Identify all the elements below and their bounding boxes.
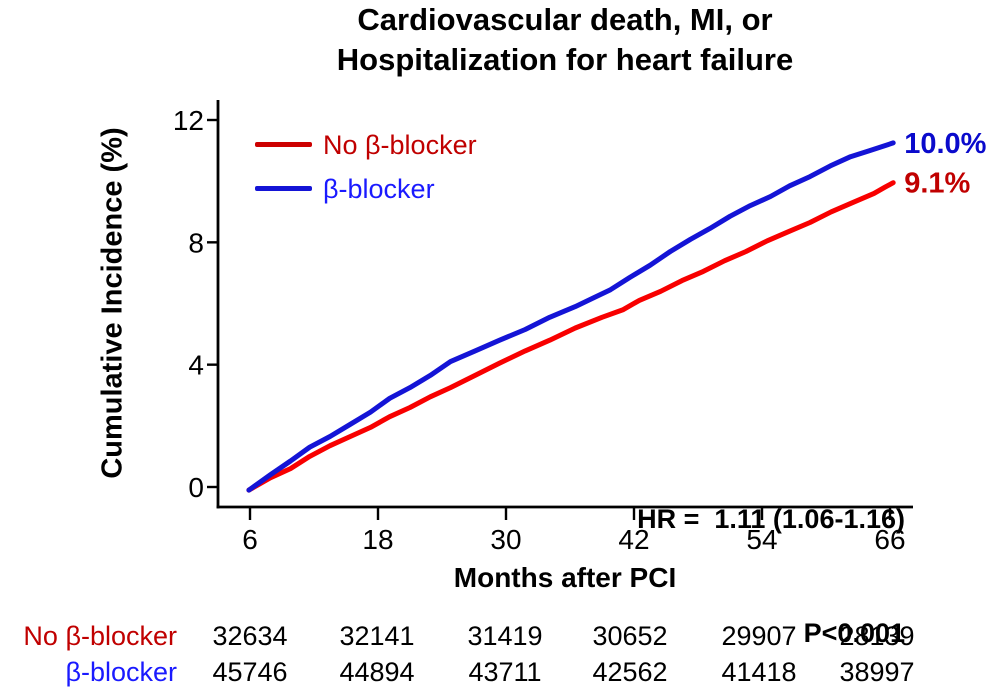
risk-value: 43711 (468, 657, 541, 687)
legend-label-beta-blocker: β-blocker (323, 174, 435, 204)
end-label-beta-blocker: 10.0% (904, 128, 986, 160)
legend-swatch-beta-blocker (255, 186, 312, 191)
y-tick-label: 4 (188, 350, 204, 381)
risk-value: 32634 (212, 621, 287, 651)
y-tick-label: 8 (188, 227, 204, 258)
risk-value: 31419 (467, 621, 542, 651)
chart-title: Cardiovascular death, MI, or Hospitaliza… (115, 0, 992, 80)
chart-title-line1: Cardiovascular death, MI, or (357, 2, 773, 37)
legend-label-no-beta-blocker: No β-blocker (323, 130, 477, 160)
curve-beta-blocker (246, 140, 896, 493)
risk-value: 29907 (721, 621, 796, 651)
x-tick-label: 18 (362, 524, 393, 555)
legend-swatch-no-beta-blocker (255, 142, 312, 147)
y-axis-title: Cumulative Incidence (%) (96, 127, 129, 479)
risk-value: 45746 (212, 657, 287, 687)
risk-row-label: β-blocker (65, 657, 177, 687)
x-tick-label: 30 (490, 524, 521, 555)
x-tick-label: 6 (242, 524, 258, 555)
p-value: P<0.001 (803, 618, 905, 648)
hr-value: HR = 1.11 (1.06-1.16) (637, 504, 905, 534)
x-tick-label: 54 (746, 524, 777, 555)
hr-annotation: HR = 1.11 (1.06-1.16) P<0.001 (637, 424, 905, 691)
chart-title-line2: Hospitalization for heart failure (336, 42, 794, 77)
risk-value: 32141 (339, 621, 414, 651)
risk-value: 44894 (339, 657, 414, 687)
risk-value: 28139 (839, 621, 914, 651)
y-tick-label: 12 (173, 105, 204, 136)
x-tick-label: 66 (874, 524, 905, 555)
x-axis-title: Months after PCI (453, 562, 677, 593)
x-tick-label: 42 (618, 524, 649, 555)
y-tick-label: 0 (188, 472, 204, 503)
risk-value: 41418 (721, 657, 796, 687)
curve-no-beta-blocker (246, 180, 896, 493)
risk-value: 30652 (592, 621, 667, 651)
end-label-no-beta-blocker: 9.1% (904, 168, 970, 200)
risk-row-label: No β-blocker (23, 621, 177, 651)
risk-value: 38997 (839, 657, 914, 687)
risk-value: 42562 (592, 657, 667, 687)
